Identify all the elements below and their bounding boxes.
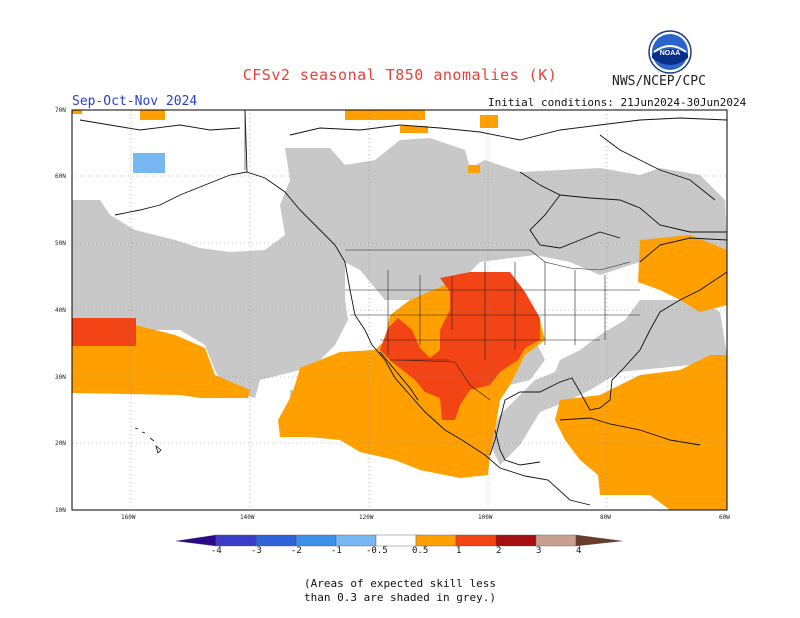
lat-label: 50N <box>55 240 66 247</box>
logo-text: NOAA <box>660 50 681 57</box>
coastlines <box>79 110 727 506</box>
colorbar-label: 2 <box>496 546 502 556</box>
anomaly-field <box>72 110 727 510</box>
colorbar-label: -1 <box>331 546 342 556</box>
colorbar <box>175 534 623 547</box>
map-frame <box>71 109 728 511</box>
colorbar-label: 1 <box>456 546 462 556</box>
lon-label: 80W <box>600 514 611 521</box>
colorbar-segment <box>495 534 537 547</box>
lat-label: 10N <box>55 507 66 514</box>
colorbar-label: 3 <box>536 546 542 556</box>
colorbar-segment <box>295 534 337 547</box>
map-title: CFSv2 seasonal T850 anomalies (K) <box>242 66 558 84</box>
colorbar-label: -4 <box>211 546 222 556</box>
lon-label: 160W <box>121 514 136 521</box>
colorbar-segment <box>455 534 497 547</box>
political-borders <box>244 110 640 401</box>
agency-label: NWS/NCEP/CPC <box>612 74 706 89</box>
colorbar-label: 0.5 <box>412 546 429 556</box>
colorbar-segment <box>255 534 297 547</box>
skill-note: (Areas of expected skill less than 0.3 a… <box>0 577 800 605</box>
forecast-period: Sep-Oct-Nov 2024 <box>72 94 198 109</box>
cold-anomaly-blue <box>133 153 165 173</box>
lon-label: 60W <box>719 514 730 521</box>
colorbar-segment <box>415 534 457 547</box>
colorbar-segment <box>175 534 217 547</box>
lat-label: 30N <box>55 374 66 381</box>
noaa-logo: NOAA <box>648 30 692 74</box>
hawaii-islands <box>134 427 162 454</box>
gridlines <box>72 110 727 510</box>
colorbar-label: -2 <box>291 546 302 556</box>
initial-conditions: Initial conditions: 21Jun2024-30Jun2024 <box>488 96 747 109</box>
lat-label: 40N <box>55 307 66 314</box>
lat-label: 60N <box>55 173 66 180</box>
lat-label: 70N <box>55 107 66 114</box>
colorbar-label: 4 <box>576 546 582 556</box>
colorbar-segment <box>575 534 623 547</box>
lon-label: 140W <box>240 514 255 521</box>
lat-label: 20N <box>55 440 66 447</box>
warm-anomaly-red <box>72 272 540 420</box>
lon-label: 100W <box>478 514 493 521</box>
colorbar-label: -0.5 <box>366 546 388 556</box>
colorbar-segment <box>375 534 417 547</box>
colorbar-segment <box>535 534 577 547</box>
colorbar-segment <box>335 534 377 547</box>
skill-note-line-1: (Areas of expected skill less <box>303 577 497 590</box>
colorbar-label: -3 <box>251 546 262 556</box>
skill-note-line-2: than 0.3 are shaded in grey.) <box>303 591 497 604</box>
colorbar-segment <box>215 534 257 547</box>
lon-label: 120W <box>359 514 374 521</box>
